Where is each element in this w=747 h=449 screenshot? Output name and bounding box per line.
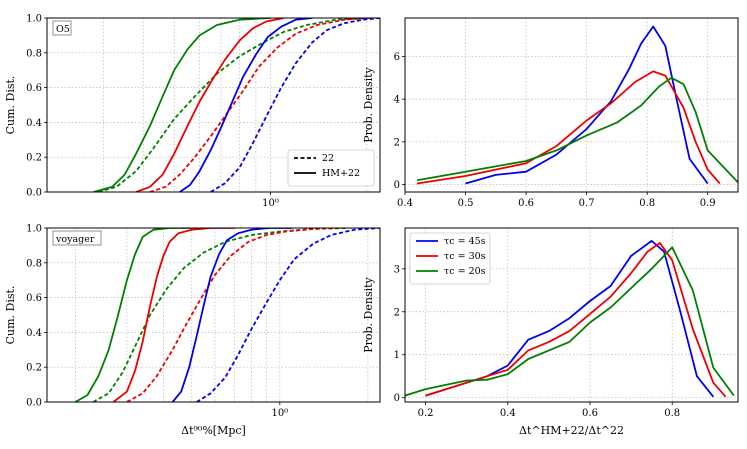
ticks: 0 2 4 6 0.4 0.5 0.6 0.7 0.8 0.9 <box>394 52 716 209</box>
legend-box <box>287 149 375 187</box>
y-tick-label: 2 <box>394 307 400 318</box>
gridlines <box>404 18 738 192</box>
x-tick-label: 0.8 <box>664 408 680 419</box>
ticks: 0 1 2 3 0.2 0.4 0.6 0.8 <box>394 264 681 419</box>
series-line-red-dashed <box>149 18 371 192</box>
x-axis-label: Δt^HM+22/Δt^22 <box>519 424 624 437</box>
axes-frame <box>46 17 381 193</box>
axes-frame <box>46 227 381 403</box>
y-tick-label: 0.4 <box>26 118 42 129</box>
y-tick-label: 3 <box>394 264 400 275</box>
series-group <box>93 18 380 192</box>
panel-tag-text: O5 <box>56 24 70 35</box>
legend-label: HM+22 <box>322 168 360 179</box>
y-tick-label: 1.0 <box>26 224 42 235</box>
x-tick-label: 10⁰ <box>262 198 279 209</box>
x-axis-label: Δt⁹⁰%[Mpc] <box>181 424 246 437</box>
series-group <box>416 25 738 185</box>
series-line-blue-solid <box>465 25 709 185</box>
series-line-green-solid <box>416 76 738 184</box>
series-line-green-solid <box>405 246 735 397</box>
y-tick-label: 6 <box>394 52 400 63</box>
panel-o5-density: 0 2 4 6 0.4 0.5 0.6 0.7 0.8 0.9 Prob. Density <box>362 17 739 209</box>
x-tick-label: 0.4 <box>500 408 516 419</box>
ticks: 0.0 0.2 0.4 0.6 0.8 1.0 10⁰ <box>26 14 279 210</box>
y-tick-label: 0.2 <box>26 153 42 164</box>
panel-voyager-density: 0 1 2 3 0.2 0.4 0.6 0.8 Prob. Density Δt^HM+22/Δt… <box>362 227 739 437</box>
legend: 22 HM+22 <box>287 149 375 187</box>
y-tick-label: 0.0 <box>26 188 42 199</box>
x-tick-label: 0.9 <box>700 198 716 209</box>
x-tick-label: 0.6 <box>518 198 534 209</box>
panel-tag-box <box>52 20 72 36</box>
panel-tag-text: voyager <box>55 234 95 245</box>
series-group <box>74 228 380 402</box>
panel-voyager-cdf: 0.0 0.2 0.4 0.6 0.8 1.0 10⁰ Cum. Dist. Δt⁹⁰%[Mpc… <box>4 224 381 437</box>
series-line-green-solid <box>93 18 271 192</box>
axes-frame <box>404 17 739 193</box>
y-axis-label: Prob. Density <box>362 276 375 352</box>
y-tick-label: 0.6 <box>26 293 42 304</box>
legend-label: τc = 45s <box>444 236 486 247</box>
y-tick-label: 0.6 <box>26 83 42 94</box>
y-tick-label: 0 <box>394 393 400 404</box>
panel-tag: O5 <box>52 20 72 36</box>
ticks: 0.0 0.2 0.4 0.6 0.8 1.0 10⁰ <box>26 224 288 420</box>
y-tick-label: 0.8 <box>26 48 42 59</box>
x-tick-label: 0.7 <box>579 198 595 209</box>
legend: τc = 45s τc = 30s τc = 20s <box>409 232 491 285</box>
axes-frame <box>404 227 739 403</box>
series-line-red-solid <box>112 228 235 402</box>
legend-label: τc = 20s <box>444 266 486 277</box>
series-line-red-solid <box>425 242 727 398</box>
panel-tag: voyager <box>52 230 102 246</box>
x-tick-label: 10⁰ <box>271 408 288 419</box>
panel-tag-box <box>52 230 102 246</box>
y-tick-label: 0.0 <box>26 398 42 409</box>
gridlines <box>47 227 380 403</box>
panel-o5-cdf: 0.0 0.2 0.4 0.6 0.8 1.0 10⁰ Cum. Dist. O5 22 HM+22 <box>4 14 381 210</box>
series-line-green-dashed <box>92 228 348 402</box>
y-tick-label: 0.4 <box>26 328 42 339</box>
series-line-red-solid <box>416 70 721 185</box>
series-line-blue-dashed <box>210 18 380 192</box>
x-tick-label: 0.6 <box>582 408 598 419</box>
series-group <box>405 239 735 398</box>
series-line-red-dashed <box>126 228 340 402</box>
series-line-blue-solid <box>171 228 292 402</box>
y-tick-label: 0 <box>394 180 400 191</box>
series-line-blue-solid <box>425 239 715 398</box>
series-line-blue-dashed <box>196 228 380 402</box>
y-axis-label: Cum. Dist. <box>4 286 17 345</box>
y-tick-label: 1.0 <box>26 14 42 25</box>
y-tick-label: 4 <box>394 95 400 106</box>
series-line-red-solid <box>135 18 284 192</box>
legend-label: τc = 30s <box>444 251 486 262</box>
y-tick-label: 0.2 <box>26 363 42 374</box>
x-tick-label: 0.8 <box>639 198 655 209</box>
y-tick-label: 0.8 <box>26 258 42 269</box>
y-tick-label: 1 <box>394 350 400 361</box>
y-tick-label: 2 <box>394 137 400 148</box>
y-axis-label: Prob. Density <box>362 66 375 142</box>
x-tick-label: 0.2 <box>418 408 434 419</box>
series-line-blue-solid <box>179 18 313 192</box>
series-line-green-solid <box>74 228 192 402</box>
x-tick-label: 0.4 <box>397 198 413 209</box>
y-axis-label: Cum. Dist. <box>4 76 17 135</box>
legend-label: 22 <box>322 153 334 164</box>
x-tick-label: 0.5 <box>458 198 474 209</box>
